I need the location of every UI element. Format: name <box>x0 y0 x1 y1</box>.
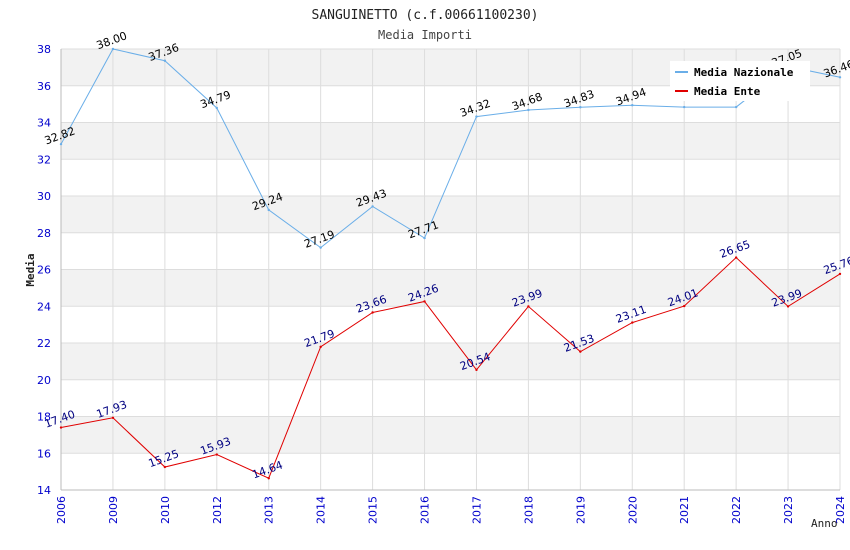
data-point <box>838 272 842 276</box>
x-tick-label: 2006 <box>55 496 68 524</box>
x-tick-label: 2015 <box>367 496 380 524</box>
y-axis-ticks: 14 16 18 20 22 24 26 28 30 32 34 36 38 <box>37 43 51 497</box>
y-tick-label: 26 <box>37 264 51 277</box>
y-tick-label: 18 <box>37 411 51 424</box>
data-point <box>683 304 686 308</box>
data-point <box>59 426 63 429</box>
data-point <box>579 106 582 109</box>
legend-box <box>670 61 810 101</box>
data-point <box>163 465 167 469</box>
grid-lines <box>60 48 841 491</box>
chart-title: SANGUINETTO (c.f.00661100230) <box>312 8 539 23</box>
grid-band <box>61 343 840 380</box>
y-tick-label: 34 <box>37 117 51 130</box>
y-tick-label: 30 <box>37 190 51 203</box>
y-tick-label: 36 <box>37 80 51 93</box>
data-point <box>683 105 686 109</box>
data-point <box>267 208 270 212</box>
data-point <box>267 477 270 480</box>
series-line <box>60 48 841 249</box>
data-point <box>163 59 167 62</box>
y-tick-label: 24 <box>37 300 51 313</box>
x-tick-label: 2010 <box>159 496 172 524</box>
data-point <box>111 47 115 51</box>
x-axis-ticks: 2006 2009 2010 2012 2013 2014 2015 2016 2017 2018… <box>55 496 847 524</box>
data-label: 34.79 <box>199 88 233 111</box>
x-tick-label: 2024 <box>834 496 847 524</box>
data-label: 34.32 <box>458 97 492 120</box>
grid-band <box>61 416 840 454</box>
data-point <box>371 311 374 314</box>
data-point <box>59 142 63 146</box>
grid-band <box>61 196 840 233</box>
data-point <box>319 246 322 249</box>
x-axis-label: Anno <box>811 517 838 530</box>
x-tick-label: 2016 <box>419 496 432 524</box>
y-tick-label: 16 <box>37 447 51 460</box>
data-point <box>631 104 634 107</box>
data-point <box>111 416 115 419</box>
grid-band <box>61 269 840 307</box>
x-tick-label: 2020 <box>626 496 639 524</box>
legend: Media Nazionale Media Ente <box>670 61 810 101</box>
y-tick-label: 22 <box>37 337 51 350</box>
y-tick-label: 20 <box>37 374 51 387</box>
data-point <box>579 350 582 353</box>
legend-label: Media Ente <box>694 85 761 98</box>
x-tick-label: 2023 <box>782 496 795 524</box>
x-tick-label: 2022 <box>730 496 743 524</box>
data-point <box>215 106 218 110</box>
data-point <box>423 236 426 240</box>
x-tick-label: 2018 <box>522 496 535 524</box>
data-point <box>319 345 322 349</box>
x-tick-label: 2012 <box>211 496 224 524</box>
data-point <box>631 321 634 324</box>
grid-band <box>61 122 840 160</box>
data-point <box>786 305 790 308</box>
data-label: 26.65 <box>718 238 752 261</box>
legend-label: Media Nazionale <box>694 66 794 79</box>
data-point <box>838 76 842 79</box>
data-point <box>734 105 738 109</box>
data-point <box>371 205 374 208</box>
data-point <box>475 115 478 118</box>
y-tick-label: 14 <box>37 484 51 497</box>
x-tick-label: 2009 <box>107 496 120 524</box>
data-point <box>527 108 530 112</box>
series-line <box>60 256 841 479</box>
x-tick-label: 2014 <box>315 496 328 524</box>
y-tick-label: 38 <box>37 43 51 56</box>
chart-subtitle: Media Importi <box>378 28 472 42</box>
y-tick-label: 28 <box>37 227 51 240</box>
x-tick-label: 2021 <box>678 496 691 524</box>
data-point <box>734 256 738 259</box>
x-tick-label: 2019 <box>574 496 587 524</box>
x-tick-label: 2013 <box>263 496 276 524</box>
data-point <box>215 453 218 456</box>
data-point <box>527 305 530 308</box>
y-axis-label: Media <box>24 253 37 286</box>
data-point <box>475 368 478 372</box>
x-tick-label: 2017 <box>470 496 483 524</box>
y-tick-label: 32 <box>37 153 51 166</box>
data-point <box>423 300 426 303</box>
